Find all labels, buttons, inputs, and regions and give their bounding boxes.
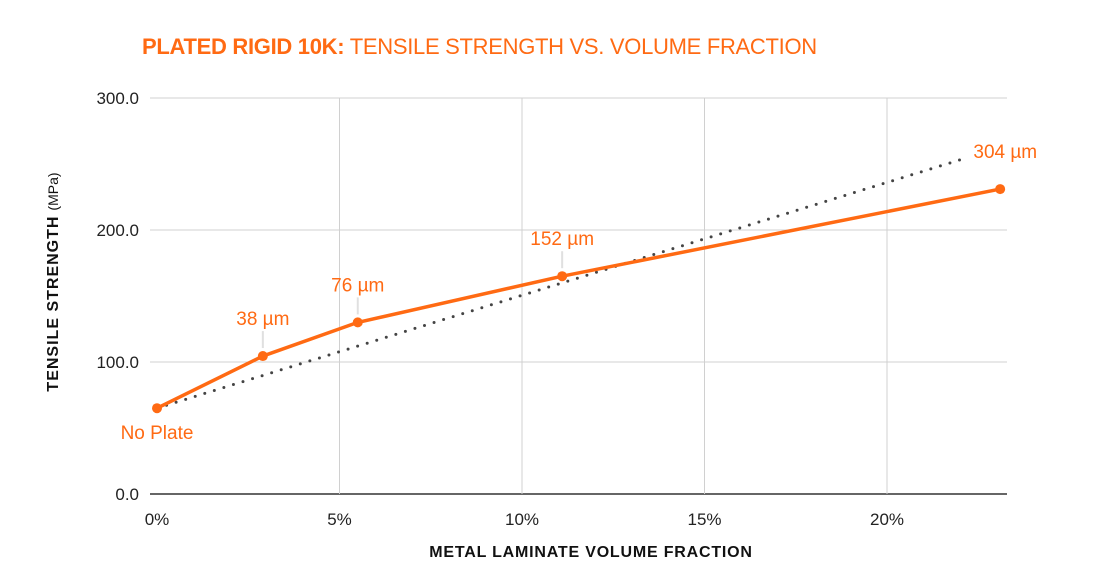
y-tick-label: 300.0 <box>96 89 139 108</box>
data-label: 152 µm <box>530 229 594 250</box>
data-point <box>995 184 1006 195</box>
y-axis-label-unit: (MPa) <box>45 172 61 210</box>
data-point <box>352 317 363 328</box>
data-label: 76 µm <box>331 275 384 296</box>
y-axis-label: TENSILE STRENGTH (MPa) <box>45 172 62 391</box>
data-label: 38 µm <box>236 309 289 330</box>
data-point <box>152 403 162 414</box>
grid <box>150 97 1007 495</box>
x-tick-label: 0% <box>145 510 170 529</box>
data-label: 304 µm <box>973 142 1037 163</box>
data-point <box>557 271 568 282</box>
y-tick-label: 200.0 <box>96 221 139 240</box>
chart-title-rest: TENSILE STRENGTH VS. VOLUME FRACTION <box>349 34 817 59</box>
chart-title-bold: PLATED RIGID 10K: <box>142 34 345 59</box>
trendline-group <box>155 157 966 410</box>
x-tick-label: 5% <box>327 510 352 529</box>
data-point <box>257 351 268 362</box>
y-tick-label: 0.0 <box>115 485 139 504</box>
series-group: No Plate 38 µm 76 µm 152 µm 304 µm <box>121 142 1038 444</box>
x-tick-label: 15% <box>687 510 721 529</box>
y-tick-label: 100.0 <box>96 353 139 372</box>
x-axis-label: METAL LAMINATE VOLUME FRACTION <box>429 544 753 561</box>
y-axis-label-bold: TENSILE STRENGTH <box>45 216 62 392</box>
series-line <box>156 187 1001 410</box>
chart-title: PLATED RIGID 10K: TENSILE STRENGTH VS. V… <box>142 34 817 60</box>
ticks-group: 0.0 100.0 200.0 300.0 0% 5% 10% 15% 20% <box>96 89 904 529</box>
x-tick-label: 10% <box>505 510 539 529</box>
x-tick-label: 20% <box>870 510 904 529</box>
trendline <box>155 157 966 410</box>
data-label: No Plate <box>121 423 194 444</box>
